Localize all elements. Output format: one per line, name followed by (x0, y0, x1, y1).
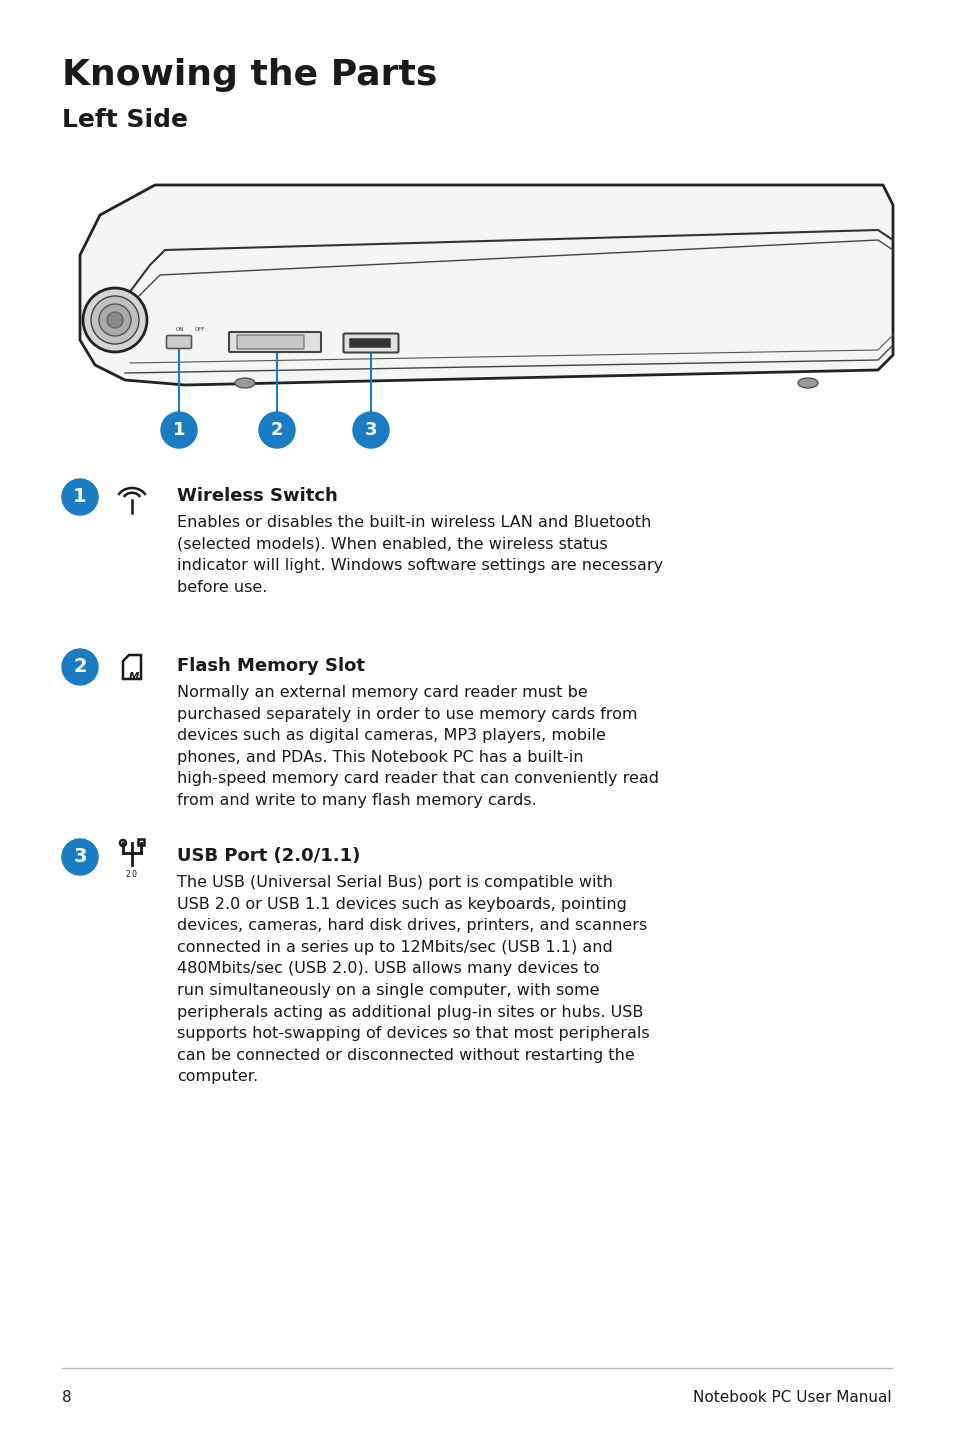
FancyBboxPatch shape (229, 332, 320, 352)
Text: ON: ON (175, 326, 184, 332)
FancyBboxPatch shape (349, 338, 390, 348)
Text: OFF: OFF (194, 326, 205, 332)
Ellipse shape (797, 378, 817, 388)
Circle shape (107, 312, 123, 328)
Text: Notebook PC User Manual: Notebook PC User Manual (693, 1391, 891, 1405)
Text: 2: 2 (271, 421, 283, 439)
Text: Left Side: Left Side (62, 108, 188, 132)
Bar (138, 838, 144, 846)
Circle shape (62, 479, 98, 515)
Text: 8: 8 (62, 1391, 71, 1405)
FancyBboxPatch shape (236, 335, 304, 349)
Circle shape (83, 288, 147, 352)
Text: Enables or disables the built-in wireless LAN and Bluetooth
(selected models). W: Enables or disables the built-in wireles… (177, 515, 662, 595)
Text: 2: 2 (73, 657, 87, 676)
Text: 2.0: 2.0 (126, 870, 138, 879)
Text: 3: 3 (73, 847, 87, 867)
Circle shape (161, 413, 196, 449)
Text: Knowing the Parts: Knowing the Parts (62, 58, 436, 92)
Circle shape (62, 838, 98, 874)
Text: 1: 1 (172, 421, 185, 439)
Text: USB Port (2.0/1.1): USB Port (2.0/1.1) (177, 847, 360, 866)
Text: Normally an external memory card reader must be
purchased separately in order to: Normally an external memory card reader … (177, 684, 659, 808)
FancyBboxPatch shape (167, 335, 192, 348)
Ellipse shape (234, 378, 254, 388)
Text: 1: 1 (73, 487, 87, 506)
Circle shape (62, 649, 98, 684)
Text: The USB (Universal Serial Bus) port is compatible with
USB 2.0 or USB 1.1 device: The USB (Universal Serial Bus) port is c… (177, 874, 649, 1084)
Circle shape (99, 303, 131, 336)
FancyBboxPatch shape (343, 334, 398, 352)
Text: Flash Memory Slot: Flash Memory Slot (177, 657, 365, 674)
Circle shape (353, 413, 389, 449)
Text: Wireless Switch: Wireless Switch (177, 487, 337, 505)
Circle shape (258, 413, 294, 449)
Circle shape (91, 296, 139, 344)
Text: 3: 3 (364, 421, 376, 439)
Polygon shape (80, 186, 892, 385)
Text: M: M (129, 672, 139, 682)
